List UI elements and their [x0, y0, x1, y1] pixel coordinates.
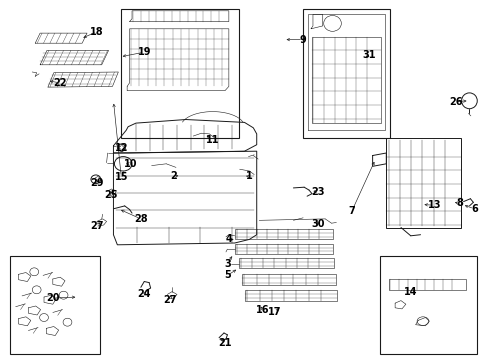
Text: 13: 13 [427, 200, 440, 210]
Text: 23: 23 [310, 186, 324, 197]
Text: 11: 11 [205, 135, 219, 145]
Bar [388, 279, 465, 290]
Text: 19: 19 [137, 47, 151, 57]
Text: 24: 24 [137, 289, 151, 300]
Text: 14: 14 [403, 287, 417, 297]
Text: 28: 28 [134, 214, 147, 224]
Text: 20: 20 [46, 293, 60, 303]
Text: 26: 26 [448, 96, 462, 107]
Text: 17: 17 [267, 307, 281, 318]
Bar [10, 256, 100, 354]
Bar [386, 138, 460, 228]
Text: 1: 1 [245, 171, 252, 181]
Text: 27: 27 [163, 294, 177, 305]
Bar [311, 37, 381, 123]
Bar [380, 256, 476, 354]
Text: 5: 5 [224, 270, 230, 280]
Text: 10: 10 [124, 159, 138, 169]
Text: 29: 29 [90, 178, 103, 188]
Text: 7: 7 [348, 206, 355, 216]
Text: 2: 2 [170, 171, 177, 181]
Bar [234, 244, 332, 254]
Bar [242, 274, 335, 285]
Bar [234, 229, 332, 239]
Text: 27: 27 [90, 221, 103, 231]
Text: 30: 30 [310, 219, 324, 229]
Text: 22: 22 [53, 78, 66, 88]
Text: 25: 25 [104, 190, 118, 200]
Text: 8: 8 [455, 198, 462, 208]
Text: 21: 21 [218, 338, 231, 348]
Text: 9: 9 [299, 35, 306, 45]
Text: 4: 4 [225, 234, 232, 244]
Bar [303, 9, 389, 138]
Text: 6: 6 [470, 204, 477, 214]
Text: 18: 18 [90, 27, 103, 37]
Bar [238, 258, 334, 268]
Text: 16: 16 [256, 305, 269, 315]
Text: 15: 15 [114, 172, 128, 182]
Text: 3: 3 [224, 258, 230, 269]
Text: 31: 31 [362, 50, 375, 60]
Bar [245, 290, 337, 301]
Text: 12: 12 [114, 143, 128, 153]
Bar [121, 9, 238, 138]
